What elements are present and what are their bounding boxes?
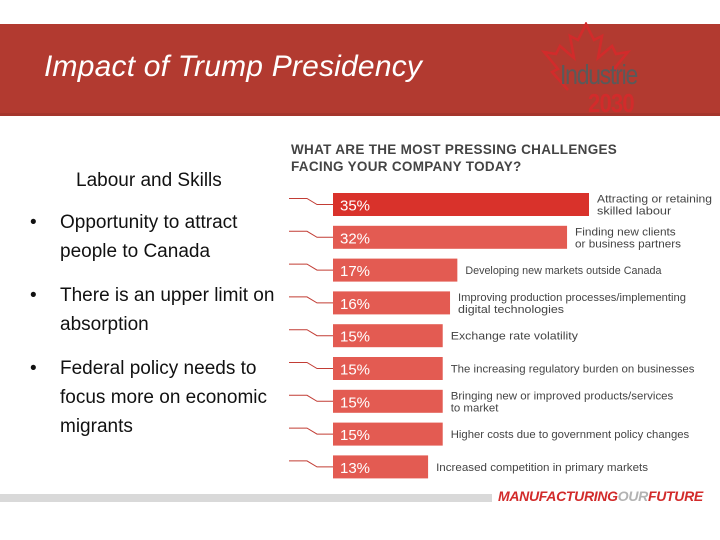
bar-value-label: 32% xyxy=(340,230,370,247)
category-label: Higher costs due to government policy ch… xyxy=(451,429,690,441)
bar-1 xyxy=(333,193,589,216)
bar-value-label: 15% xyxy=(340,427,370,444)
bullet-text: Opportunity to attract people to Canada xyxy=(60,212,238,262)
category-label: Exchange rate volatility xyxy=(451,331,579,343)
maple-leaf-icon xyxy=(540,22,632,91)
bar-connector-line xyxy=(289,296,333,304)
bar-2 xyxy=(333,225,568,249)
bar-value-label: 15% xyxy=(340,394,370,411)
bar-connector-line xyxy=(289,362,333,369)
bullet-text: Federal policy needs to focus more on ec… xyxy=(60,358,267,437)
bar-3 xyxy=(333,258,458,282)
category-label: Finding new clients xyxy=(575,226,676,238)
chart-title-line: FACING YOUR COMPANY TODAY? xyxy=(291,159,522,174)
bar-9 xyxy=(333,455,429,479)
category-label: Improving production processes/implement… xyxy=(458,292,686,304)
category-label: Bringing new or improved products/servic… xyxy=(451,390,674,402)
bar-4 xyxy=(333,291,451,315)
bullet-text: There is an upper limit on absorption xyxy=(60,285,275,335)
logo-word-industrie: Industrie xyxy=(560,59,638,90)
bar-connector-line xyxy=(289,460,333,468)
category-label: digital technologies xyxy=(458,304,565,316)
category-label: or business partners xyxy=(575,238,682,250)
bar-connector-line xyxy=(289,329,333,337)
slide-title: Impact of Trump Presidency xyxy=(44,50,423,83)
bullet-item: • Opportunity to attract people to Canad… xyxy=(30,208,290,266)
footer-brand-part: FUTURE xyxy=(647,488,703,504)
bullet-dot-icon: • xyxy=(30,212,37,233)
bar-connector-line xyxy=(289,427,333,435)
category-label: skilled labour xyxy=(597,206,672,218)
footer-brand-part: OUR xyxy=(617,488,649,504)
footer-brand-part: MANUFACTURING xyxy=(498,488,618,504)
bar-value-label: 35% xyxy=(340,198,370,215)
logo-word-2030: 2030 xyxy=(588,88,635,118)
category-label: Developing new markets outside Canada xyxy=(465,265,662,277)
title-bar: Impact of Trump Presidency xyxy=(0,24,720,116)
chart-title-line: WHAT ARE THE MOST PRESSING CHALLENGES xyxy=(291,142,618,157)
footer-brand: MANUFACTURINGOURFUTURE xyxy=(498,488,703,504)
section-heading: Labour and Skills xyxy=(76,170,222,191)
bar-6 xyxy=(333,357,443,380)
bar-value-label: 16% xyxy=(340,296,370,313)
bar-connector-line xyxy=(289,394,333,402)
bullet-item: • There is an upper limit on absorption xyxy=(30,281,290,339)
bar-connector-line xyxy=(289,198,333,205)
category-label: to market xyxy=(451,402,499,414)
bullet-list: • Opportunity to attract people to Canad… xyxy=(30,208,290,456)
chart-title: WHAT ARE THE MOST PRESSING CHALLENGES FA… xyxy=(291,141,631,175)
bar-5 xyxy=(333,324,443,348)
bar-value-label: 13% xyxy=(340,460,370,477)
footer-divider xyxy=(0,494,492,502)
industrie-2030-logo: Industrie 2030 xyxy=(530,22,720,120)
category-label: The increasing regulatory burden on busi… xyxy=(451,364,695,376)
category-label: Increased competition in primary markets xyxy=(436,462,649,474)
bar-value-label: 15% xyxy=(340,329,370,346)
bullet-item: • Federal policy needs to focus more on … xyxy=(30,354,290,441)
bar-value-label: 17% xyxy=(340,263,370,280)
bar-7 xyxy=(333,389,443,413)
category-label: Attracting or retaining xyxy=(597,194,712,206)
bar-8 xyxy=(333,422,443,446)
bullet-dot-icon: • xyxy=(30,358,37,379)
bar-value-label: 15% xyxy=(340,362,370,379)
bar-connector-line xyxy=(289,230,333,238)
bar-connector-line xyxy=(289,263,333,271)
bullet-dot-icon: • xyxy=(30,285,37,306)
